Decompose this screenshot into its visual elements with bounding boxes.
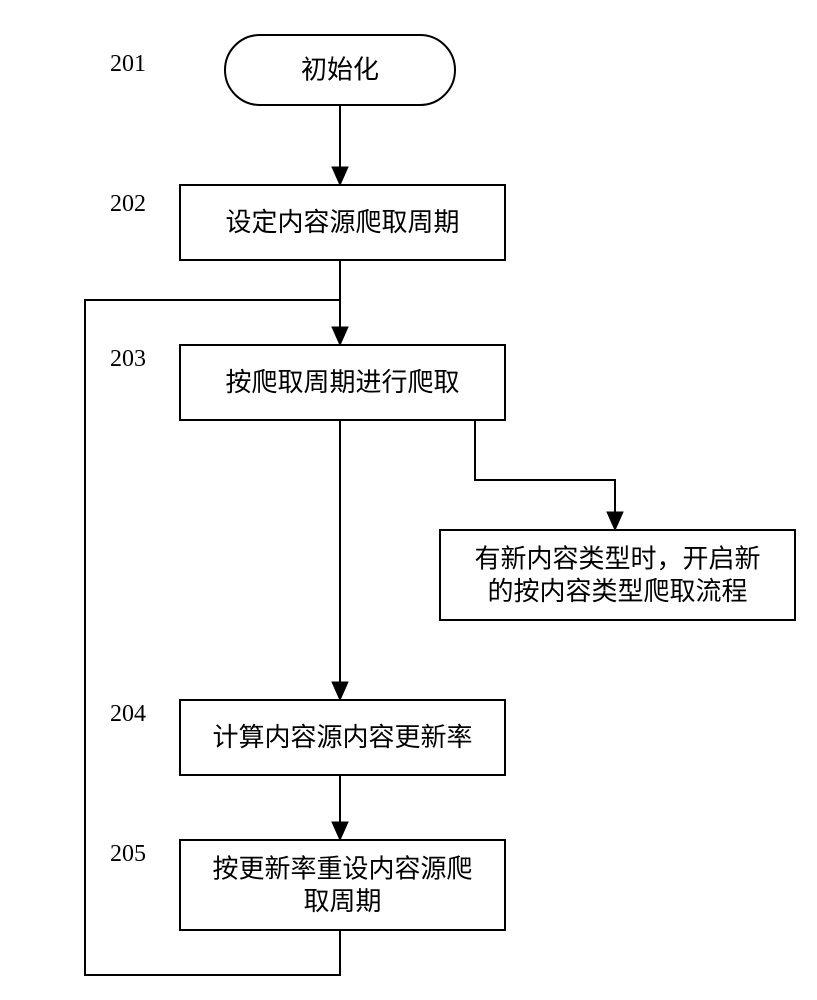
node-text: 有新内容类型时，开启新 [474, 544, 760, 573]
node-n203: 按爬取周期进行爬取 [180, 345, 505, 420]
step-label: 205 [110, 841, 146, 867]
step-label: 201 [110, 51, 146, 77]
node-nNew: 有新内容类型时，开启新的按内容类型爬取流程 [440, 530, 795, 620]
node-text: 初始化 [301, 56, 379, 85]
node-text: 按爬取周期进行爬取 [225, 368, 459, 397]
step-label: 204 [110, 701, 146, 727]
node-text: 设定内容源爬取周期 [225, 208, 459, 237]
step-label: 202 [110, 191, 146, 217]
step-label: 203 [110, 346, 146, 372]
node-text: 取周期 [303, 887, 381, 916]
node-text: 计算内容源内容更新率 [212, 723, 472, 752]
node-n205: 按更新率重设内容源爬取周期 [180, 840, 505, 930]
node-n201: 初始化 [225, 35, 455, 105]
node-text: 的按内容类型爬取流程 [487, 577, 747, 606]
node-n202: 设定内容源爬取周期 [180, 185, 505, 260]
node-text: 按更新率重设内容源爬 [212, 854, 472, 883]
node-n204: 计算内容源内容更新率 [180, 700, 505, 775]
